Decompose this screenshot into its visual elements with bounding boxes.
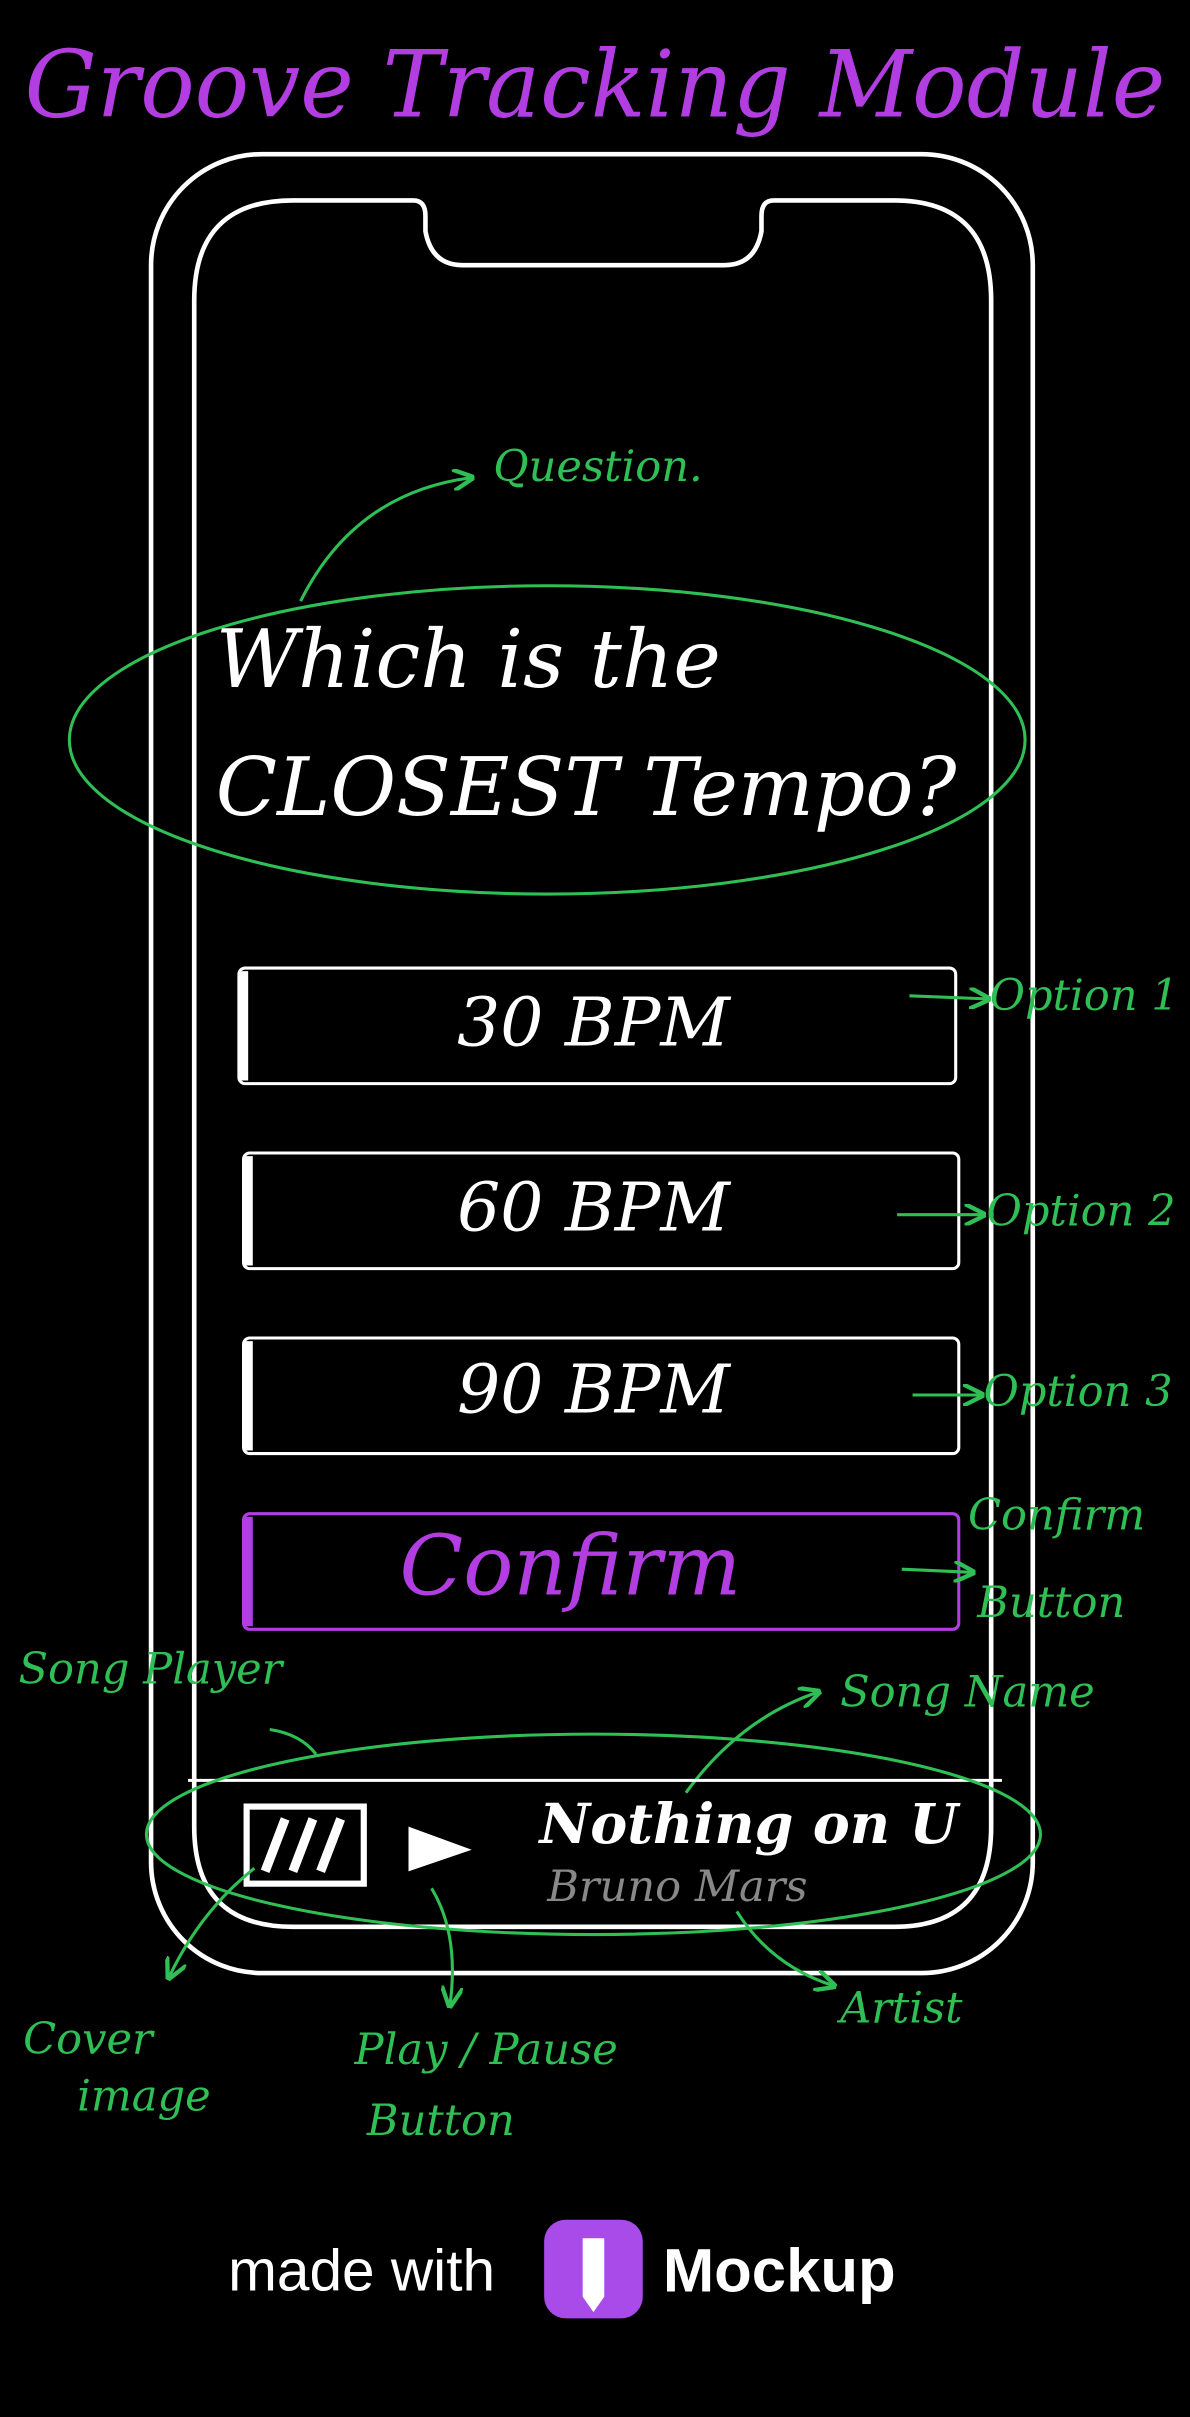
confirm-button[interactable]: Confirm	[242, 1512, 961, 1631]
cover-stripes	[260, 1817, 345, 1873]
annotation-arrow	[735, 1910, 833, 1985]
annotation-arrow	[684, 1693, 817, 1794]
option-button[interactable]: 60 BPM	[242, 1151, 961, 1271]
annotation-song-player: Song Player	[18, 1644, 284, 1694]
annotation-arrow	[901, 1569, 971, 1572]
confirm-label[interactable]: Confirm	[400, 1517, 742, 1614]
phone-frame	[148, 151, 1036, 1976]
annotation-play: Button	[366, 2096, 515, 2146]
annotation-arrow	[299, 478, 471, 602]
footer-brand: Mockup	[663, 2236, 896, 2305]
annotation-arrow	[170, 1867, 256, 1976]
annotation-option: Option 2	[987, 1187, 1176, 1237]
title: Groove Tracking Module	[25, 30, 1166, 138]
cover-frame	[243, 1803, 367, 1887]
annotation-arrow	[909, 996, 986, 999]
option-button[interactable]: 90 BPM	[242, 1336, 961, 1456]
option-label[interactable]: 60 BPM	[457, 1168, 731, 1247]
footer-text: made with	[228, 2239, 495, 2304]
annotation-confirm: Confirm	[968, 1490, 1145, 1540]
annotation-stroke	[269, 1727, 318, 1756]
play-button[interactable]	[408, 1826, 472, 1872]
brand-icon	[544, 2219, 643, 2319]
annotation-question: Question.	[493, 442, 703, 492]
annotation-cover: Cover	[23, 2014, 155, 2064]
question-line: Which is the	[216, 613, 721, 706]
song-name: Nothing on U	[538, 1792, 962, 1857]
annotation-arrow	[430, 1887, 453, 2004]
brand-icon-pen	[582, 2238, 605, 2313]
option-button[interactable]: 30 BPM	[237, 966, 958, 1086]
cover-image	[243, 1803, 367, 1887]
annotation-option: Option 3	[983, 1367, 1172, 1417]
option-label[interactable]: 30 BPM	[457, 983, 731, 1062]
option-label[interactable]: 90 BPM	[457, 1350, 731, 1429]
annotation-song-name: Song Name	[840, 1668, 1095, 1718]
annotation-play: Play / Pause	[354, 2025, 618, 2075]
annotation-confirm: Button	[976, 1578, 1125, 1628]
artist-name: Bruno Mars	[546, 1862, 807, 1912]
annotation-artist: Artist	[836, 1984, 963, 2034]
annotation-ellipse	[144, 1732, 1043, 1937]
annotation-cover: image	[77, 2071, 211, 2121]
phone-screen	[191, 198, 994, 1930]
annotation-ellipse	[67, 584, 1027, 896]
question-line: CLOSEST Tempo?	[216, 741, 958, 834]
annotation-option: Option 1	[990, 971, 1179, 1021]
